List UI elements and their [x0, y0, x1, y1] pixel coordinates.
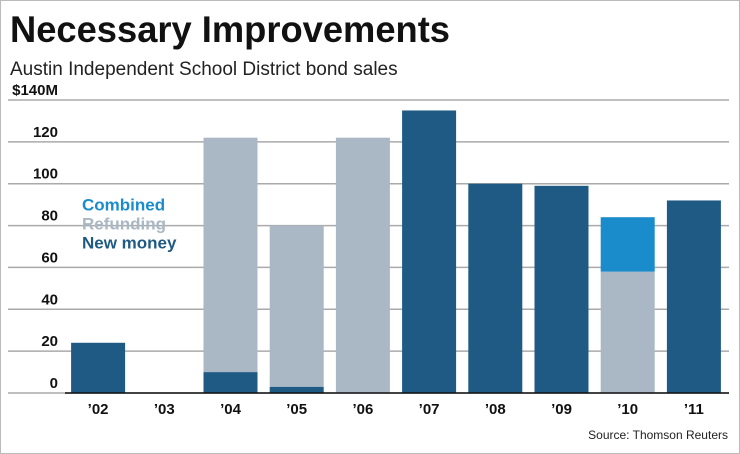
y-tick-label: 40 [41, 291, 58, 308]
chart-title: Necessary Improvements [10, 9, 450, 50]
y-tick-label: 0 [50, 375, 58, 392]
x-tick-label: ’06 [352, 401, 373, 418]
x-tick-label: ’04 [220, 401, 242, 418]
legend-label: Refunding [82, 214, 166, 233]
bar-segment [600, 217, 655, 272]
bar-segment [402, 110, 457, 393]
source: Source: Thomson Reuters [588, 428, 728, 442]
x-tick-label: ’11 [684, 401, 704, 418]
chart-subtitle: Austin Independent School District bond … [10, 59, 398, 80]
x-tick-label: ’03 [154, 401, 175, 418]
x-tick-label: ’08 [485, 401, 506, 418]
bar-segment [600, 271, 655, 393]
y-tick-label: 120 [33, 124, 58, 141]
bar-segment [666, 200, 721, 393]
y-tick-label: 100 [33, 166, 58, 183]
y-tick-label: 60 [41, 249, 58, 266]
x-tick-label: ’09 [551, 401, 572, 418]
bar-segment [71, 342, 126, 393]
y-tick-label: $140M [12, 82, 58, 99]
y-tick-label: 80 [41, 208, 58, 225]
bar-segment [269, 386, 324, 393]
bar-segment [203, 372, 258, 393]
x-tick-label: ’02 [88, 401, 109, 418]
y-tick-label: 20 [41, 333, 58, 350]
x-tick-label: ’10 [617, 401, 638, 418]
legend-label: Combined [82, 195, 165, 214]
x-tick-label: ’07 [419, 401, 440, 418]
x-tick-label: ’05 [286, 401, 307, 418]
bar-segment [468, 183, 523, 393]
bar-segment [534, 185, 589, 393]
bar-segment [269, 225, 324, 387]
bar-segment [203, 137, 258, 373]
legend-label: New money [82, 233, 177, 252]
bar-segment [335, 137, 390, 393]
